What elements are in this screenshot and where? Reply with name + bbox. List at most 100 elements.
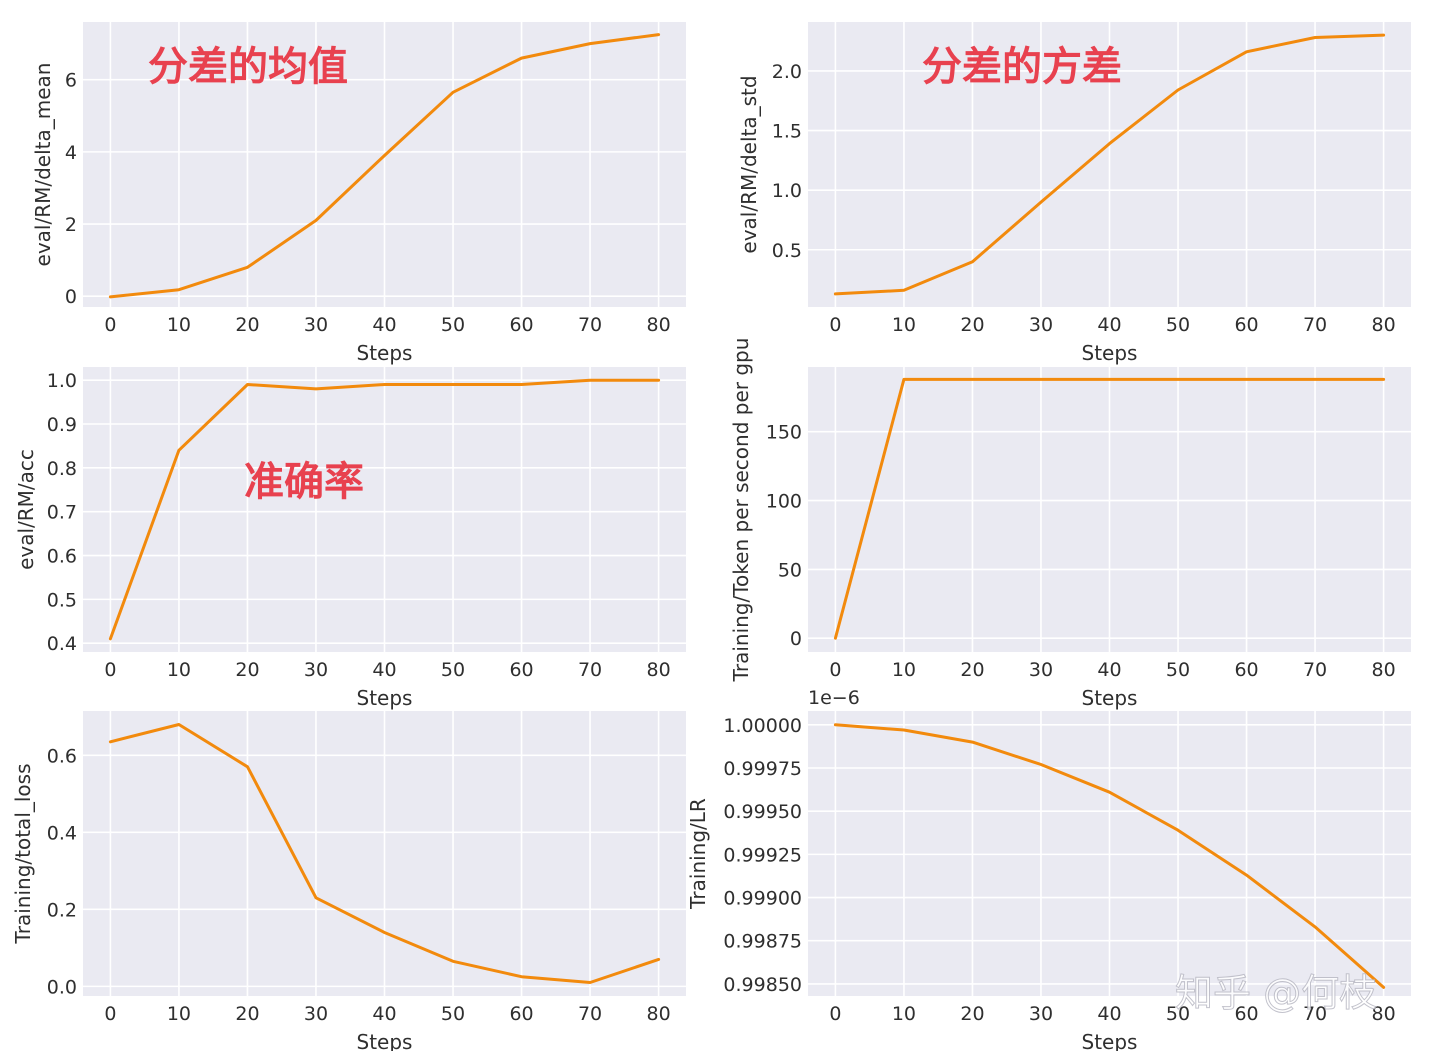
series-line bbox=[108, 723, 661, 984]
x-tick-label: 40 bbox=[1097, 1003, 1121, 1025]
y-tick-label: 0.99875 bbox=[723, 931, 802, 953]
chart-panel-3: 0 10 20 30 40 50 60 70 80 0.4 0.5 0.6 0.7 0.8 0.9 1.0 St… bbox=[14, 367, 686, 710]
x-tick-label: 20 bbox=[235, 659, 259, 681]
x-tick-label: 50 bbox=[441, 1003, 465, 1025]
x-tick-label: 30 bbox=[1029, 659, 1053, 681]
x-tick-label: 10 bbox=[892, 314, 916, 336]
y-tick-label: 50 bbox=[778, 559, 802, 581]
x-tick-label: 20 bbox=[235, 1003, 259, 1025]
y-tick-label: 0.2 bbox=[47, 899, 77, 921]
x-tick-label: 40 bbox=[372, 1003, 396, 1025]
y-tick-label: 0.5 bbox=[47, 589, 77, 611]
chart-panel-1: 0 10 20 30 40 50 60 70 80 0 2 4 6 Steps eval/RM/delta_… bbox=[31, 22, 686, 365]
y-tick-label: 0.6 bbox=[47, 745, 77, 767]
y-tick-label: 2.0 bbox=[772, 61, 802, 83]
x-tick-label: 80 bbox=[646, 314, 670, 336]
x-tick-label: 0 bbox=[829, 659, 841, 681]
x-tick-label: 10 bbox=[167, 314, 191, 336]
x-tick-label: 80 bbox=[646, 1003, 670, 1025]
y-tick-label: 0 bbox=[65, 286, 77, 308]
x-tick-label: 50 bbox=[441, 314, 465, 336]
chart-panel-5: 0 10 20 30 40 50 60 70 80 0.0 0.2 0.4 0.6 Steps Traini… bbox=[11, 711, 686, 1054]
x-tick-label: 60 bbox=[509, 659, 533, 681]
y-tick-label: 0.5 bbox=[772, 240, 802, 262]
x-tick-label: 70 bbox=[1303, 1003, 1327, 1025]
x-tick-label: 60 bbox=[509, 314, 533, 336]
axis-offset-text: 1e−6 bbox=[808, 687, 860, 709]
y-tick-label: 6 bbox=[65, 70, 77, 92]
x-tick-label: 60 bbox=[1234, 314, 1258, 336]
x-tick-label: 50 bbox=[1166, 314, 1190, 336]
x-tick-label: 30 bbox=[1029, 314, 1053, 336]
y-tick-label: 0.9 bbox=[47, 414, 77, 436]
series-line bbox=[108, 378, 661, 641]
series-line bbox=[833, 33, 1386, 296]
x-tick-label: 40 bbox=[372, 314, 396, 336]
y-axis-label: eval/RM/acc bbox=[14, 449, 38, 570]
x-tick-label: 50 bbox=[441, 659, 465, 681]
y-tick-label: 0.99950 bbox=[723, 801, 802, 823]
x-tick-label: 70 bbox=[1303, 314, 1327, 336]
chart-annotation: 分差的方差 bbox=[922, 44, 1122, 90]
x-tick-label: 0 bbox=[104, 659, 116, 681]
x-tick-label: 80 bbox=[1371, 1003, 1395, 1025]
x-tick-label: 0 bbox=[829, 314, 841, 336]
x-tick-label: 20 bbox=[960, 1003, 984, 1025]
x-tick-label: 70 bbox=[1303, 659, 1327, 681]
x-tick-label: 20 bbox=[235, 314, 259, 336]
x-tick-label: 60 bbox=[1234, 659, 1258, 681]
x-tick-label: 70 bbox=[578, 1003, 602, 1025]
y-axis-label: Training/total_loss bbox=[11, 763, 35, 944]
x-tick-label: 50 bbox=[1166, 659, 1190, 681]
x-tick-label: 60 bbox=[1234, 1003, 1258, 1025]
y-tick-label: 0.6 bbox=[47, 546, 77, 568]
x-tick-label: 40 bbox=[1097, 659, 1121, 681]
series-line bbox=[108, 33, 661, 299]
y-tick-label: 0.0 bbox=[47, 976, 77, 998]
y-axis-label: Training/Token per second per gpu bbox=[729, 338, 753, 683]
x-tick-label: 70 bbox=[578, 314, 602, 336]
x-tick-label: 0 bbox=[104, 314, 116, 336]
x-tick-label: 40 bbox=[1097, 314, 1121, 336]
x-axis-label: Steps bbox=[357, 341, 413, 365]
y-tick-label: 1.0 bbox=[47, 370, 77, 392]
y-tick-label: 0.7 bbox=[47, 502, 77, 524]
y-tick-label: 0.4 bbox=[47, 633, 77, 655]
x-tick-label: 30 bbox=[304, 314, 328, 336]
y-tick-label: 150 bbox=[766, 422, 802, 444]
x-tick-label: 30 bbox=[304, 659, 328, 681]
x-axis-label: Steps bbox=[1082, 341, 1138, 365]
y-tick-label: 1.5 bbox=[772, 121, 802, 143]
x-tick-label: 60 bbox=[509, 1003, 533, 1025]
y-axis-label: eval/RM/delta_std bbox=[737, 75, 761, 253]
x-tick-label: 30 bbox=[1029, 1003, 1053, 1025]
y-tick-label: 0.99850 bbox=[723, 974, 802, 996]
chart-panel-6: 0 10 20 30 40 50 60 70 80 0.99850 0.99875 0.99900 0.… bbox=[686, 687, 1411, 1054]
x-tick-label: 40 bbox=[372, 659, 396, 681]
series-line bbox=[833, 723, 1386, 989]
x-tick-label: 0 bbox=[829, 1003, 841, 1025]
x-tick-label: 50 bbox=[1166, 1003, 1190, 1025]
chart-panel-4: 0 10 20 30 40 50 60 70 80 0 50 100 150 Steps Training/… bbox=[729, 338, 1411, 710]
y-tick-label: 0.99975 bbox=[723, 758, 802, 780]
x-axis-label: Steps bbox=[357, 1030, 413, 1051]
x-axis-label: Steps bbox=[1082, 686, 1138, 710]
x-tick-label: 10 bbox=[167, 659, 191, 681]
y-tick-label: 0.99925 bbox=[723, 844, 802, 866]
x-tick-label: 70 bbox=[578, 659, 602, 681]
x-tick-label: 10 bbox=[167, 1003, 191, 1025]
y-tick-label: 100 bbox=[766, 491, 802, 513]
y-tick-label: 4 bbox=[65, 142, 77, 164]
x-tick-label: 80 bbox=[1371, 659, 1395, 681]
y-tick-label: 0.4 bbox=[47, 822, 77, 844]
chart-annotation: 准确率 bbox=[244, 459, 364, 505]
y-tick-label: 0.99900 bbox=[723, 888, 802, 910]
x-tick-label: 10 bbox=[892, 659, 916, 681]
chart-panel-2: 0 10 20 30 40 50 60 70 80 0.5 1.0 1.5 2.0 Steps eval/R… bbox=[737, 22, 1411, 365]
y-tick-label: 1.0 bbox=[772, 180, 802, 202]
y-tick-label: 2 bbox=[65, 214, 77, 236]
x-tick-label: 10 bbox=[892, 1003, 916, 1025]
x-tick-label: 80 bbox=[646, 659, 670, 681]
